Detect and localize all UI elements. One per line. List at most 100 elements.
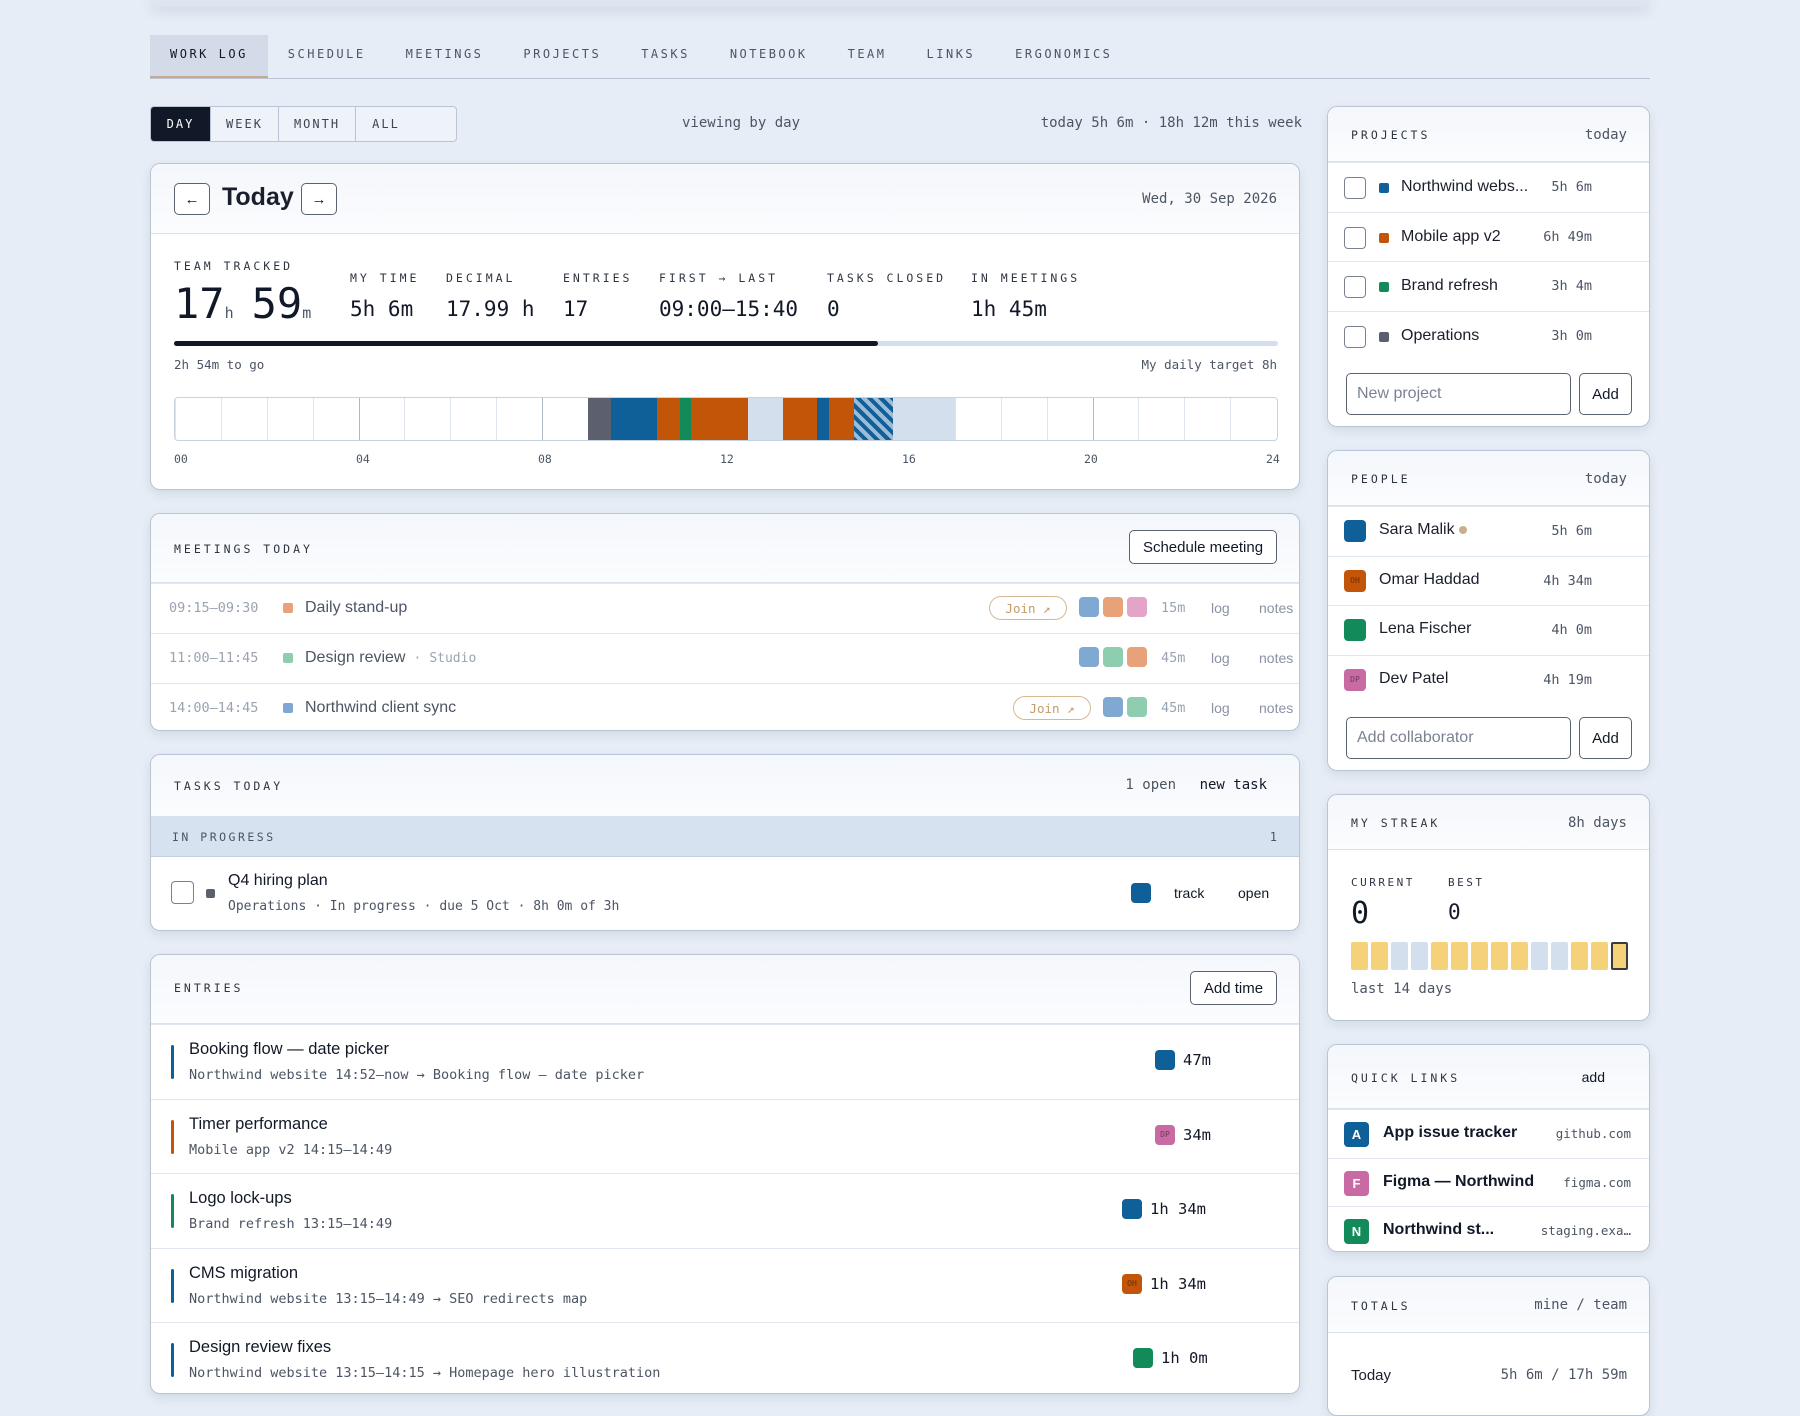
totals-first-value: 5h 6m / 17h 59m <box>1500 1367 1627 1383</box>
meeting-color-dot <box>283 603 293 613</box>
add-link-button[interactable]: add <box>1581 1069 1605 1085</box>
project-row[interactable]: Mobile app v2 6h 49m <box>1328 211 1649 262</box>
tab-ergonomics[interactable]: ERGONOMICS <box>1015 47 1113 61</box>
open-task-link[interactable]: open <box>1238 885 1270 901</box>
view-all-button[interactable]: ALL <box>372 117 400 131</box>
attendee-avatar <box>1079 647 1099 667</box>
meeting-notes-link[interactable]: notes <box>1259 600 1294 616</box>
timeline-block[interactable] <box>679 398 692 440</box>
meeting-log-link[interactable]: log <box>1211 650 1230 666</box>
entry-row[interactable]: CMS migration Northwind website 13:15–14:… <box>151 1247 1299 1323</box>
tab-team[interactable]: TEAM <box>847 47 887 61</box>
track-task-link[interactable]: track <box>1174 885 1205 901</box>
join-meeting-button[interactable]: Join ↗ <box>989 596 1067 620</box>
view-month-button[interactable]: MONTH <box>279 107 356 141</box>
open-count: 1 open <box>1125 777 1176 793</box>
timeline-block[interactable] <box>610 398 657 440</box>
timeline-block[interactable] <box>656 398 680 440</box>
timeline-block[interactable] <box>892 398 955 440</box>
meeting-notes-link[interactable]: notes <box>1259 700 1294 716</box>
time-to-go: 2h 54m to go <box>174 357 265 372</box>
person-row[interactable]: DP Dev Patel 4h 19m <box>1328 654 1649 705</box>
project-row[interactable]: Brand refresh 3h 4m <box>1328 261 1649 311</box>
link-host: github.com <box>1555 1126 1631 1141</box>
next-day-button[interactable]: → <box>301 183 337 215</box>
main-nav: WORK LOG SCHEDULE MEETINGS PROJECTS TASKS NOT… <box>150 35 1650 79</box>
entry-row[interactable]: Timer performance Mobile app v2 14:15–14:… <box>151 1098 1299 1174</box>
person-name: Lena Fischer <box>1379 620 1472 637</box>
in-progress-group: IN PROGRESS 1 <box>151 817 1299 857</box>
entry-user-avatar <box>1122 1199 1142 1219</box>
project-row[interactable]: Operations 3h 0m <box>1328 310 1649 361</box>
timeline-block[interactable] <box>853 398 893 440</box>
project-checkbox[interactable] <box>1344 276 1366 298</box>
add-collaborator-input[interactable]: Add collaborator <box>1346 717 1571 759</box>
timeline-block[interactable] <box>828 398 854 440</box>
project-name: Mobile app v2 <box>1401 227 1501 245</box>
tab-notebook[interactable]: NOTEBOOK <box>729 47 808 61</box>
entry-row[interactable]: Design review fixes Northwind website 13:… <box>151 1322 1299 1393</box>
project-checkbox[interactable] <box>1344 177 1366 199</box>
link-favicon-icon: A <box>1344 1122 1369 1147</box>
timeline-block[interactable] <box>587 398 611 440</box>
person-row[interactable]: OH Omar Haddad 4h 34m <box>1328 555 1649 606</box>
daily-progress-track <box>174 341 1278 346</box>
meeting-duration: 45m <box>1161 650 1186 666</box>
person-row[interactable]: Lena Fischer 4h 0m <box>1328 605 1649 655</box>
quick-link-row[interactable]: N Northwind st... staging.exa… <box>1328 1206 1649 1251</box>
totals-mode[interactable]: mine / team <box>1534 1297 1627 1313</box>
entries-card: ENTRIES Add time Booking flow — date pic… <box>150 954 1300 1394</box>
view-week-button[interactable]: WEEK <box>211 107 279 141</box>
entry-row[interactable]: Booking flow — date picker Northwind webs… <box>151 1024 1299 1099</box>
quick-link-row[interactable]: A App issue tracker github.com <box>1328 1109 1649 1158</box>
meeting-row[interactable]: 09:15–09:30 Daily stand-up Join ↗ 15m log not… <box>151 583 1299 633</box>
project-checkbox[interactable] <box>1344 325 1366 348</box>
person-time: 5h 6m <box>1551 523 1592 539</box>
meeting-notes-link[interactable]: notes <box>1259 650 1294 666</box>
add-collaborator-button[interactable]: Add <box>1579 717 1632 759</box>
entry-row[interactable]: Logo lock-ups Brand refresh 13:15–14:49 1h… <box>151 1173 1299 1248</box>
link-name: Figma — Northwind <box>1383 1172 1535 1190</box>
tab-meetings[interactable]: MEETINGS <box>405 47 484 61</box>
quick-link-row[interactable]: F Figma — Northwind figma.com <box>1328 1157 1649 1207</box>
new-project-input[interactable]: New project <box>1346 373 1571 415</box>
join-meeting-button[interactable]: Join ↗ <box>1013 696 1091 720</box>
timeline-block[interactable] <box>817 398 829 440</box>
tab-tasks[interactable]: TASKS <box>641 47 690 61</box>
person-avatar <box>1344 619 1366 641</box>
entry-name: Timer performance <box>189 1114 328 1133</box>
totals-title: TOTALS <box>1351 1299 1411 1313</box>
entry-user-avatar: OH <box>1122 1273 1142 1294</box>
timeline-block[interactable] <box>782 398 818 440</box>
timeline-block[interactable] <box>691 398 749 440</box>
tab-links[interactable]: LINKS <box>926 47 976 61</box>
hour-label: 12 <box>720 452 734 466</box>
meeting-row[interactable]: 11:00–11:45 Design review · Studio 45m log not… <box>151 633 1299 683</box>
project-row[interactable]: Northwind webs... 5h 6m <box>1328 162 1649 212</box>
meeting-row[interactable]: 14:00–14:45 Northwind client sync Join ↗ 45… <box>151 683 1299 730</box>
view-day-button[interactable]: DAY <box>151 107 211 141</box>
add-time-button[interactable]: Add time <box>1190 971 1277 1005</box>
project-checkbox[interactable] <box>1344 226 1366 249</box>
project-name: Brand refresh <box>1401 277 1498 294</box>
new-task-link[interactable]: new task <box>1199 777 1267 793</box>
task-row[interactable]: Q4 hiring plan Operations · In progress … <box>151 857 1299 930</box>
totals-header: TOTALS mine / team <box>1328 1277 1649 1333</box>
meeting-duration: 15m <box>1161 600 1186 616</box>
entry-color-bar <box>171 1268 174 1303</box>
tab-projects[interactable]: PROJECTS <box>523 47 602 61</box>
person-row[interactable]: Sara Malik 5h 6m <box>1328 506 1649 556</box>
link-name: Northwind st... <box>1383 1221 1495 1238</box>
add-project-button[interactable]: Add <box>1579 373 1632 415</box>
schedule-meeting-button[interactable]: Schedule meeting <box>1129 530 1277 564</box>
hour-gridline <box>450 398 452 440</box>
stat-in-meetings: IN MEETINGS 1h 45m <box>971 271 1080 321</box>
timeline-block[interactable] <box>748 398 783 440</box>
tab-work-log[interactable]: WORK LOG <box>150 35 268 78</box>
meeting-log-link[interactable]: log <box>1211 700 1230 716</box>
task-checkbox[interactable] <box>171 881 194 904</box>
prev-day-button[interactable]: ← <box>174 183 210 215</box>
tab-schedule[interactable]: SCHEDULE <box>287 47 366 61</box>
meeting-log-link[interactable]: log <box>1211 600 1230 616</box>
streak-day-cell <box>1451 942 1468 970</box>
